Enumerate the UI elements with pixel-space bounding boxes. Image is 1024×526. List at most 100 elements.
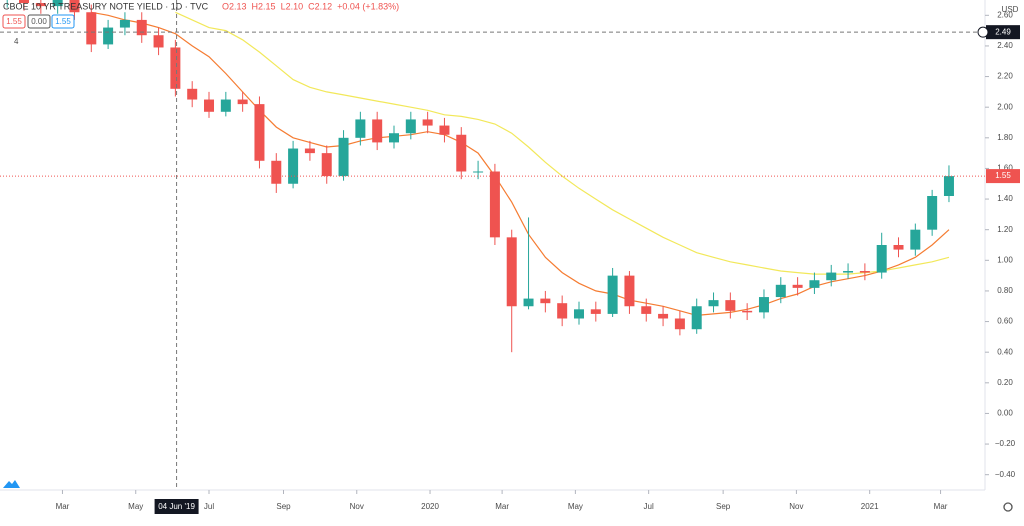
- candle-body: [304, 148, 315, 154]
- candle-body: [809, 280, 820, 288]
- badge-box: [51, 14, 75, 29]
- candle-body: [338, 137, 349, 177]
- candle-body: [826, 272, 837, 281]
- candle-body: [220, 99, 231, 112]
- candle-body: [422, 119, 433, 126]
- candle-body: [859, 271, 870, 273]
- x-tick-label: 2020: [421, 502, 439, 511]
- y-tick-label: 0.80: [997, 286, 1013, 295]
- candle-body: [52, 0, 63, 7]
- candle-body: [204, 99, 215, 112]
- candle-body: [237, 99, 248, 105]
- settings-button[interactable]: [1003, 502, 1013, 512]
- candle-body: [573, 309, 584, 319]
- candle-body: [523, 298, 534, 307]
- crosshair-price-label: 2.49: [995, 27, 1011, 36]
- x-tick-label: Nov: [350, 502, 364, 511]
- candle-body: [254, 104, 265, 161]
- candle-body: [775, 284, 786, 298]
- x-tick-label: Sep: [716, 502, 731, 511]
- candle-body: [658, 313, 669, 319]
- candle-body: [69, 0, 80, 13]
- candle-body: [540, 298, 551, 304]
- moving-average-line: [91, 11, 950, 317]
- symbol-title: CBOE 10 YR TREASURY NOTE YIELD · 1D · TV…: [3, 1, 209, 11]
- x-tick-label: Jul: [644, 502, 654, 511]
- candle-body: [473, 171, 484, 173]
- logo-icon: [3, 480, 20, 488]
- candle-body: [103, 27, 114, 45]
- x-tick-label: Mar: [934, 502, 948, 511]
- candle-body: [691, 306, 702, 330]
- candle-body: [439, 125, 450, 135]
- y-tick-label: 0.40: [997, 347, 1013, 356]
- axes: 2.60 2.40 2.20 2.00 1.80 1.60 1.40 1.20 1.00 0.80…: [56, 5, 1020, 514]
- x-tick-label: Mar: [56, 502, 70, 511]
- currency-label: USD: [1002, 5, 1019, 14]
- y-tick-label: 2.60: [997, 10, 1013, 19]
- x-tick-label: Jul: [204, 502, 214, 511]
- candle-body: [19, 0, 30, 4]
- candle-body: [624, 275, 635, 307]
- candle-body: [271, 160, 282, 184]
- logo: [3, 480, 20, 488]
- candle-body: [35, 3, 46, 7]
- candle-body: [607, 275, 618, 314]
- badge-box: [2, 14, 26, 29]
- candle-body: [876, 245, 887, 273]
- y-tick-label: 1.80: [997, 133, 1013, 142]
- badge-label: 0.00: [31, 17, 47, 26]
- candle-body: [288, 148, 299, 184]
- indicator-count: 4: [14, 37, 19, 46]
- ohlc-value: L2.10: [281, 1, 304, 11]
- candle-body: [136, 19, 147, 36]
- badge-box: [27, 14, 51, 29]
- y-tick-label: 1.00: [997, 255, 1013, 264]
- x-tick-label: 2021: [861, 502, 879, 511]
- candle-body: [758, 297, 769, 313]
- candle-body: [389, 133, 399, 143]
- candle-body: [119, 19, 130, 28]
- candle-body: [170, 47, 181, 89]
- y-tick-label: 2.00: [997, 102, 1013, 111]
- x-tick-label: Mar: [495, 502, 509, 511]
- gear-icon[interactable]: [1003, 502, 1013, 512]
- crosshair-date-label: 04 Jun '19: [158, 502, 195, 511]
- plot-area: [0, 0, 985, 490]
- candle-body: [590, 309, 601, 314]
- candle-body: [943, 176, 954, 196]
- y-tick-label: −0.40: [995, 470, 1016, 479]
- candle-body: [742, 310, 753, 313]
- y-tick-label: 2.40: [997, 41, 1013, 50]
- candle-body: [153, 35, 164, 48]
- crosshair-plus-button: [977, 26, 989, 38]
- candle-body: [372, 119, 383, 143]
- candle-body: [641, 306, 652, 314]
- candle-body: [187, 88, 198, 100]
- y-tick-label: 0.00: [997, 409, 1013, 418]
- moving-average-line: [175, 11, 950, 275]
- candle-body: [456, 134, 467, 172]
- y-tick-label: 1.20: [997, 225, 1013, 234]
- crosshair-date-tag: [154, 499, 199, 514]
- candle-body: [557, 303, 568, 319]
- badge-label: 1.55: [55, 17, 71, 26]
- ohlc-value: C2.12: [308, 1, 332, 11]
- x-tick-label: May: [568, 502, 583, 511]
- y-tick-label: 1.40: [997, 194, 1013, 203]
- candle-body: [86, 12, 97, 45]
- x-tick-label: Nov: [789, 502, 803, 511]
- y-tick-label: 1.60: [997, 164, 1013, 173]
- candle-body: [893, 245, 904, 250]
- candle-body: [321, 153, 332, 177]
- candle-body: [927, 196, 938, 230]
- y-tick-label: 2.20: [997, 72, 1013, 81]
- candle-body: [910, 229, 921, 250]
- candle-body: [674, 318, 685, 330]
- candle-body: [708, 300, 719, 307]
- candle-body: [355, 119, 366, 138]
- ohlc-value: +0.04 (+1.83%): [337, 1, 399, 11]
- last-price-label: 1.55: [995, 171, 1011, 180]
- y-tick-label: 0.60: [997, 317, 1013, 326]
